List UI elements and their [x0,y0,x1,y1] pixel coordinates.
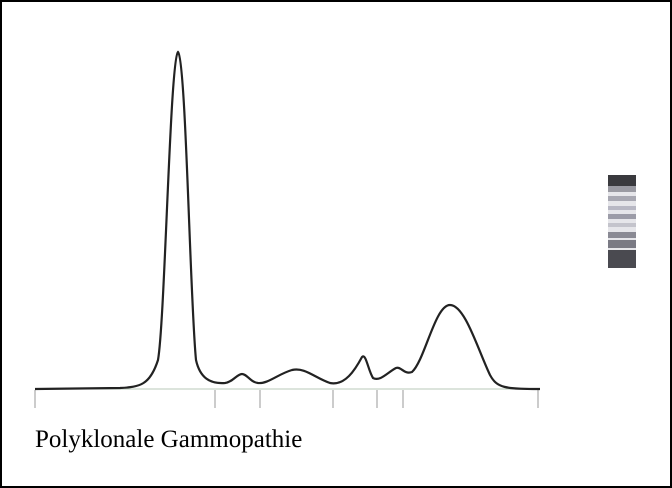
densitometry-curve [34,50,541,391]
gel-strip [608,175,636,268]
fraction-dividers [34,390,539,408]
caption: Polyklonale Gammopathie [35,426,303,453]
